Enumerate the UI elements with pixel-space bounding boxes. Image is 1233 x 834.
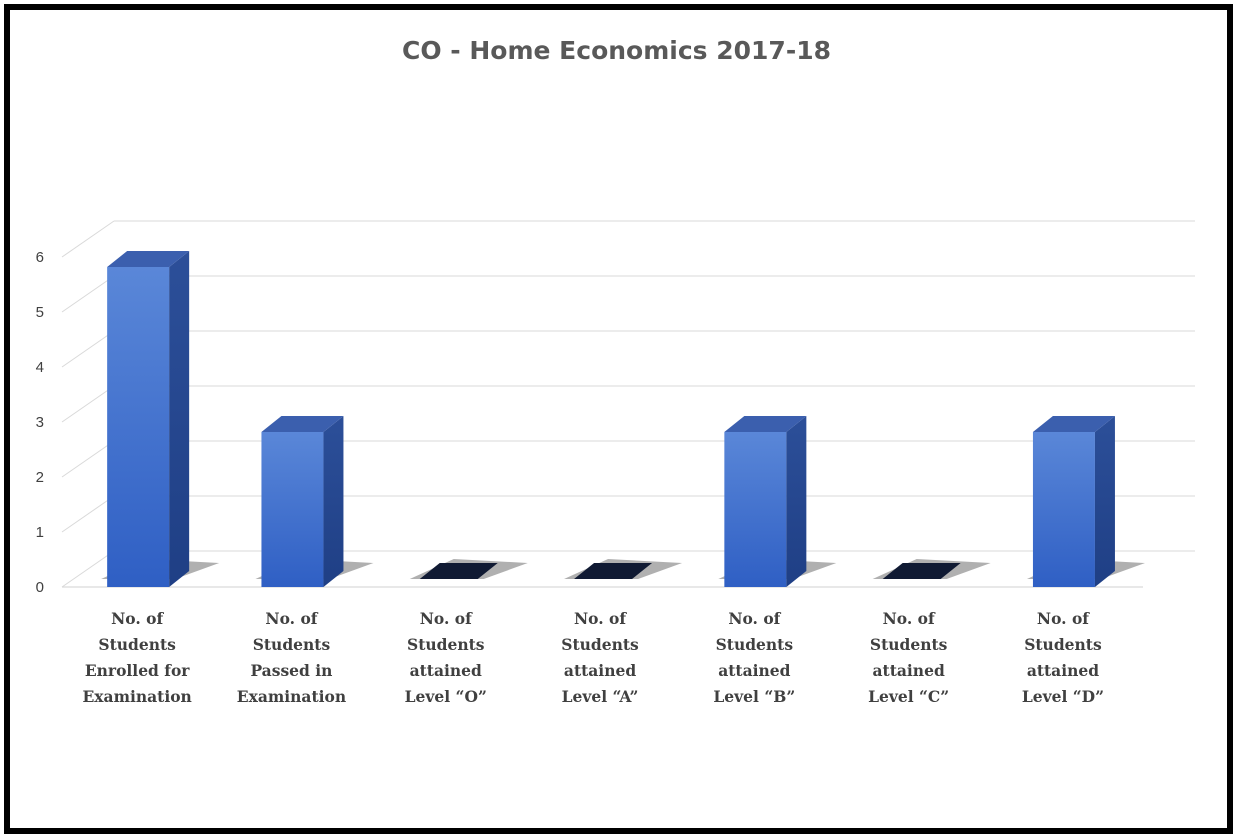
y-tick-label: 3 bbox=[36, 414, 44, 431]
x-category-label: No. of Students attained Level “B” bbox=[713, 609, 795, 706]
bar-side bbox=[1094, 416, 1115, 587]
chart-frame bbox=[4, 4, 1233, 834]
gridline-depth bbox=[61, 550, 115, 588]
y-tick-label: 5 bbox=[36, 304, 44, 321]
x-category-label: No. of Students attained Level “C” bbox=[868, 609, 949, 706]
bar-flat bbox=[419, 563, 498, 579]
gridline-depth bbox=[61, 385, 115, 423]
x-category-label: No. of Students attained Level “A” bbox=[561, 609, 639, 706]
bar-flat bbox=[574, 563, 653, 579]
gridline-depth bbox=[61, 220, 115, 258]
y-tick-label: 1 bbox=[36, 524, 44, 541]
bar-top bbox=[1032, 416, 1115, 432]
y-tick-label: 2 bbox=[36, 469, 44, 486]
bar-top bbox=[261, 416, 344, 432]
bar-top bbox=[107, 251, 190, 267]
x-category-label: No. of Students Passed in Examination bbox=[237, 609, 346, 706]
y-tick-label: 4 bbox=[36, 359, 44, 376]
x-category-label: No. of Students Enrolled for Examination bbox=[82, 609, 191, 706]
bar-side bbox=[323, 416, 344, 587]
x-category-label: No. of Students attained Level “D” bbox=[1022, 609, 1104, 706]
y-tick-label: 0 bbox=[36, 579, 44, 596]
bar-front bbox=[107, 267, 170, 587]
bar-side bbox=[786, 416, 807, 587]
bar-front bbox=[724, 432, 787, 587]
bar-top bbox=[724, 416, 807, 432]
gridline-depth bbox=[61, 495, 115, 533]
gridline-depth bbox=[61, 275, 115, 313]
chart-title: CO - Home Economics 2017-18 bbox=[401, 36, 831, 65]
gridline-depth bbox=[61, 440, 115, 478]
gridline-depth bbox=[61, 330, 115, 368]
bar-front bbox=[1032, 432, 1095, 587]
bar-flat bbox=[882, 563, 961, 579]
x-category-label: No. of Students attained Level “O” bbox=[405, 609, 487, 706]
bar-front bbox=[261, 432, 324, 587]
bar-side bbox=[169, 251, 190, 587]
y-tick-label: 6 bbox=[36, 249, 44, 266]
